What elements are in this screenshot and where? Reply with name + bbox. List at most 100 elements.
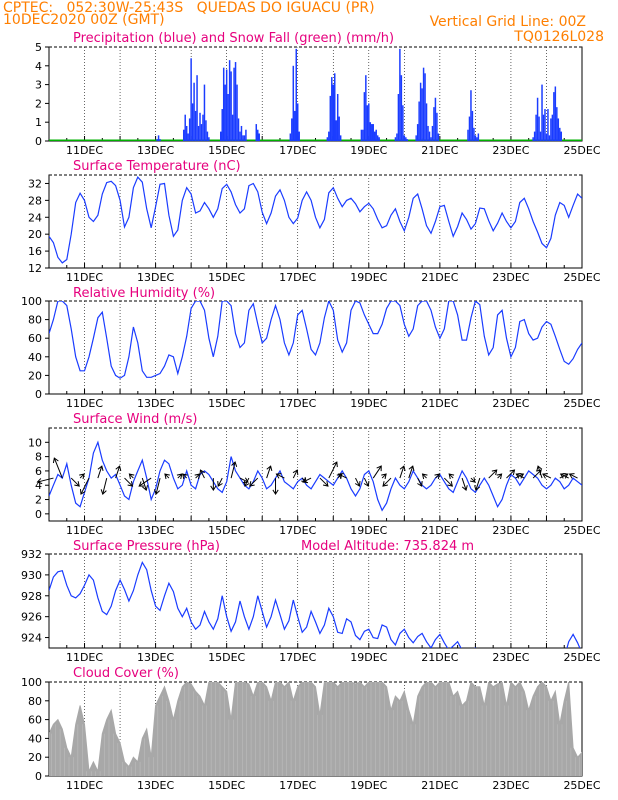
temperature-panel: 11DEC 13DEC 15DEC 17DEC 19DEC 21DEC 23DEC 25DEC…	[28, 159, 601, 284]
precip-bar	[476, 137, 478, 141]
precip-bar	[197, 125, 200, 141]
precip-bar	[556, 107, 558, 141]
y-tick-label: 80	[28, 314, 42, 327]
y-tick-label: 4	[35, 479, 42, 492]
date-tick-label: 13DEC	[137, 397, 174, 410]
precip-bar	[542, 114, 545, 141]
precip-bar	[471, 110, 474, 141]
precip-bar	[431, 125, 434, 141]
date-tick-label: 23DEC	[492, 651, 529, 664]
date-tick-label: 19DEC	[350, 524, 387, 537]
wind-vector	[230, 461, 236, 479]
date-tick-label: 13DEC	[137, 651, 174, 664]
precip-bar	[243, 135, 246, 141]
wind-vector	[435, 473, 440, 479]
precip-bar	[547, 109, 549, 141]
precip-bar	[199, 112, 201, 141]
precip-bar	[236, 84, 238, 141]
y-tick-label: 0	[35, 508, 42, 521]
y-tick-label: 928	[21, 590, 42, 603]
y-tick-label: 8	[35, 451, 42, 464]
precip-bar	[541, 84, 543, 141]
y-tick-label: 12	[28, 262, 42, 275]
humidity-title: Relative Humidity (%)	[73, 286, 215, 301]
precip-bar	[228, 60, 231, 141]
wind-vector	[381, 473, 387, 479]
precip-bar	[339, 135, 342, 141]
precip-bar	[331, 77, 333, 141]
wind-vector-head	[417, 481, 423, 487]
wind-vector	[560, 473, 569, 479]
wind-vector	[276, 473, 285, 479]
wind-vector-head	[100, 489, 107, 495]
wind-vector	[422, 473, 427, 479]
precip-bar	[220, 131, 222, 141]
wind-vector	[80, 477, 90, 495]
wind-vector	[124, 477, 133, 487]
precip-bar	[329, 95, 332, 141]
wind-vector-head	[376, 465, 382, 472]
date-tick-label: 13DEC	[137, 144, 174, 157]
wind-vector	[372, 465, 382, 479]
y-tick-label: 2	[35, 494, 42, 507]
precip-bar	[159, 139, 161, 141]
wind-vector-head	[337, 473, 344, 479]
pressure-title: Surface Pressure (hPa)	[73, 539, 220, 554]
precip-bar	[360, 129, 363, 141]
precip-bar	[208, 137, 210, 141]
wind-vector-head	[115, 465, 122, 472]
precip-title: Precipitation (blue) and Snow Fall (gree…	[73, 31, 394, 46]
y-tick-label: 6	[35, 465, 42, 478]
precip-bar	[298, 131, 300, 141]
precip-bar	[559, 127, 561, 141]
wind-vector	[182, 473, 188, 479]
wind-vector-head	[52, 457, 59, 464]
precip-bar	[196, 75, 198, 141]
precip-bar	[397, 94, 400, 141]
precip-bar	[372, 124, 374, 141]
date-tick-label: 17DEC	[279, 271, 316, 284]
precip-bar	[468, 116, 471, 141]
precip-bar	[332, 84, 335, 141]
wind-vector-head	[421, 473, 428, 480]
precip-bar	[227, 94, 229, 141]
wind-vector	[506, 469, 515, 479]
date-tick-label: 15DEC	[208, 144, 245, 157]
cloud-panel: 11DEC 13DEC 15DEC 17DEC 19DEC 21DEC 23DEC 25DEC…	[21, 666, 601, 792]
wind-vector-head	[249, 481, 255, 487]
y-tick-label: 2	[35, 97, 42, 110]
wind-vector	[302, 477, 312, 483]
wind-vector	[363, 477, 369, 487]
wind-vector-head	[447, 481, 453, 487]
wind-vector-head	[332, 461, 338, 468]
wind-vector-head	[275, 473, 282, 479]
precip-bar	[182, 129, 185, 141]
precip-bar	[363, 92, 366, 141]
precip-bar	[532, 137, 534, 141]
header-grid-note: Vertical Grid Line: 00Z	[429, 14, 586, 30]
precip-bar	[399, 48, 401, 141]
wind-vector-head	[272, 489, 279, 496]
precip-frame	[48, 46, 583, 142]
precip-bar	[402, 105, 404, 141]
wind-vector	[338, 473, 347, 479]
wind-vector-head	[79, 473, 85, 480]
precip-bar	[424, 73, 426, 141]
temperature-title: Surface Temperature (nC)	[73, 159, 241, 174]
wind-vector	[399, 465, 405, 479]
wind-vector	[542, 473, 552, 479]
precip-bar	[437, 133, 440, 141]
wind-vector-head	[302, 477, 309, 484]
y-tick-label: 40	[28, 732, 42, 745]
precip-bar	[255, 124, 258, 141]
precip-bar	[187, 133, 189, 141]
y-tick-label: 0	[35, 135, 42, 148]
wind-vector	[244, 477, 250, 487]
wind-vector-head	[382, 481, 388, 487]
date-tick-label: 11DEC	[66, 397, 103, 410]
wind-vector	[249, 477, 259, 487]
precip-bar	[239, 131, 241, 141]
precip-bar	[396, 133, 398, 141]
wind-vector-head	[542, 473, 548, 479]
pressure-line	[49, 561, 581, 648]
